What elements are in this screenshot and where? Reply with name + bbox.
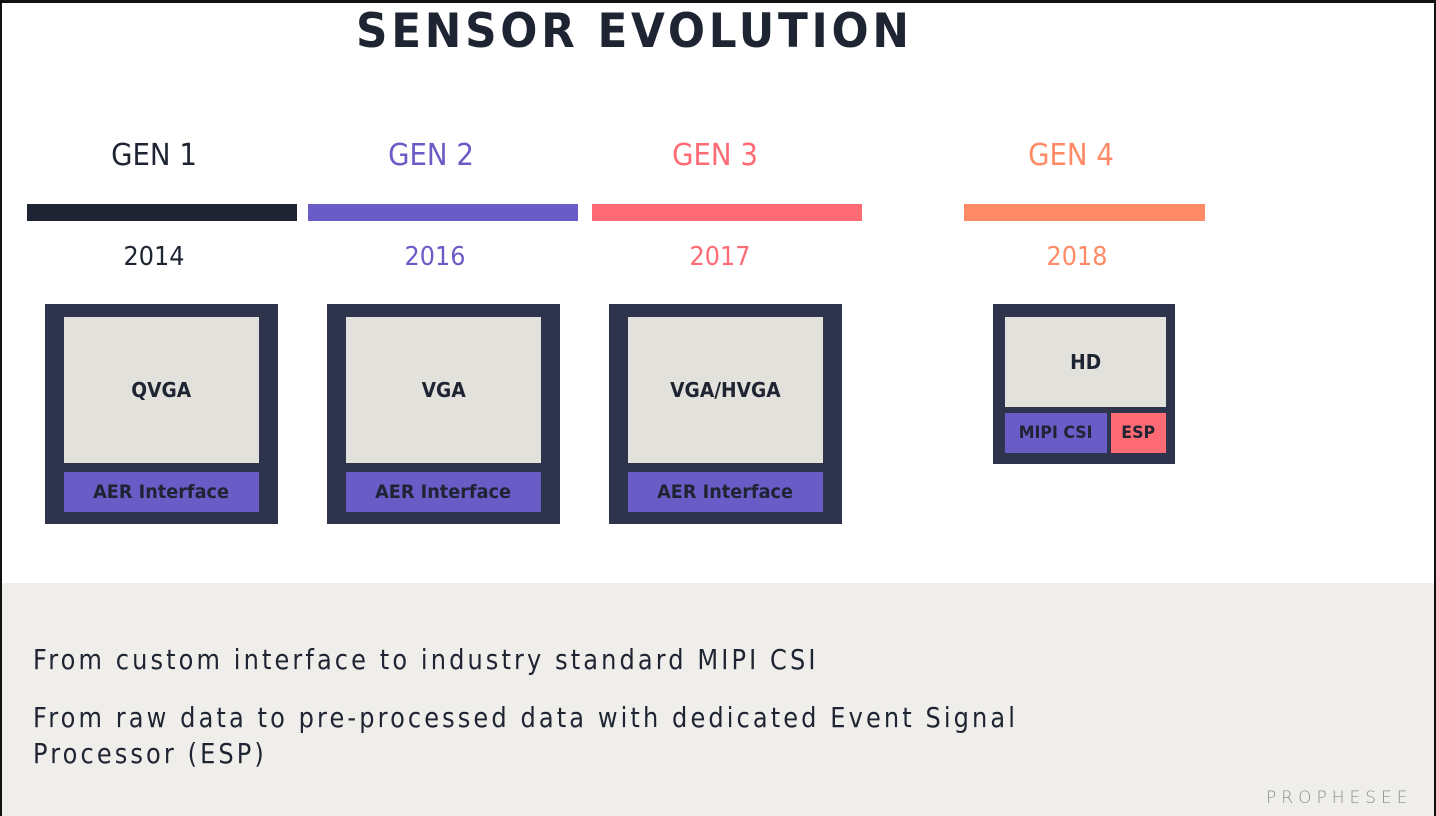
gen-1-sensor-core: QVGA <box>64 317 259 463</box>
gen-3-label: GEN 3 <box>672 138 758 173</box>
gen-2-label: GEN 2 <box>388 138 474 173</box>
window-frame-left <box>0 0 2 816</box>
summary-bullet-1: From custom interface to industry standa… <box>33 643 819 676</box>
gen-4-interface-label: MIPI CSI <box>1019 423 1093 443</box>
gen-3-interface-label: AER Interface <box>657 481 794 503</box>
gen-2-core-label: VGA <box>421 378 466 402</box>
gen-3-sensor-chip: VGA/HVGA AER Interface <box>609 304 842 524</box>
gen-3-timeline-bar <box>592 204 862 221</box>
gen-1-sensor-chip: QVGA AER Interface <box>45 304 278 524</box>
window-frame-top <box>0 0 1436 3</box>
slide-title: SENSOR EVOLUTION <box>356 4 913 59</box>
gen-2-interface-block: AER Interface <box>346 472 541 512</box>
gen-1-year: 2014 <box>123 242 185 272</box>
gen-4-timeline-bar <box>964 204 1205 221</box>
gen-1-interface-block: AER Interface <box>64 472 259 512</box>
gen-2-sensor-core: VGA <box>346 317 541 463</box>
summary-bullet-2-line-1: From raw data to pre-processed data with… <box>33 701 1019 734</box>
gen-4-label: GEN 4 <box>1028 138 1114 173</box>
gen-2-interface-label: AER Interface <box>375 481 512 503</box>
summary-bullet-2-line-2: Processor (ESP) <box>33 737 267 770</box>
gen-4-year: 2018 <box>1046 242 1108 272</box>
gen-2-year: 2016 <box>404 242 466 272</box>
gen-3-interface-block: AER Interface <box>628 472 823 512</box>
gen-1-timeline-bar <box>27 204 297 221</box>
summary-band <box>2 583 1434 816</box>
gen-4-core-label: HD <box>1069 350 1102 374</box>
gen-2-sensor-chip: VGA AER Interface <box>327 304 560 524</box>
gen-1-label: GEN 1 <box>111 138 197 173</box>
gen-4-esp-block: ESP <box>1111 413 1166 453</box>
gen-4-mipi-csi-block: MIPI CSI <box>1005 413 1107 453</box>
gen-1-core-label: QVGA <box>131 378 192 402</box>
gen-3-sensor-core: VGA/HVGA <box>628 317 823 463</box>
gen-3-year: 2017 <box>689 242 751 272</box>
gen-4-sensor-core: HD <box>1005 317 1166 407</box>
gen-2-timeline-bar <box>308 204 578 221</box>
gen-3-core-label: VGA/HVGA <box>670 378 781 402</box>
gen-1-interface-label: AER Interface <box>93 481 230 503</box>
gen-4-sensor-chip: HD MIPI CSI ESP <box>993 304 1175 464</box>
gen-4-processor-label: ESP <box>1121 423 1156 443</box>
prophesee-logo: PROPHESEE <box>1266 788 1413 808</box>
window-frame-right <box>1434 0 1436 816</box>
